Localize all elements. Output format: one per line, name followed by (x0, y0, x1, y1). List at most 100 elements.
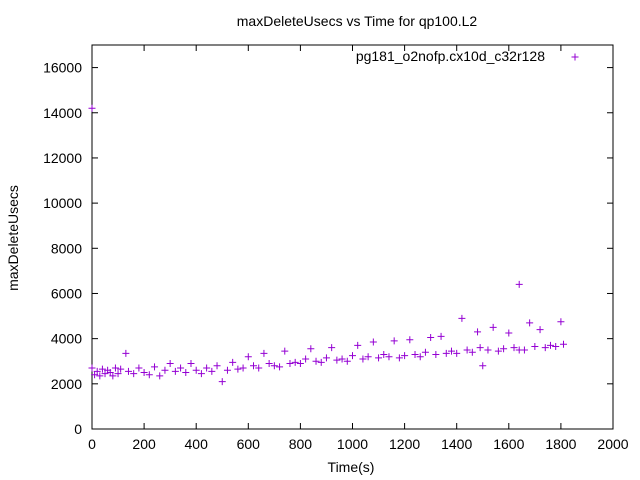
data-point (557, 318, 565, 326)
data-point (552, 343, 560, 351)
data-point (453, 349, 461, 357)
data-point (359, 355, 367, 363)
data-point (111, 364, 119, 372)
data-point (474, 328, 482, 336)
legend-marker (571, 53, 579, 61)
data-point (234, 365, 242, 373)
data-point (109, 372, 117, 380)
data-point (291, 358, 299, 366)
data-point (93, 367, 101, 375)
data-point (531, 343, 539, 351)
data-point (546, 341, 554, 349)
data-point (505, 329, 513, 337)
data-point (197, 370, 205, 378)
x-tick-label: 400 (185, 436, 209, 452)
data-point (151, 363, 159, 371)
y-tick-label: 6000 (51, 285, 82, 301)
data-point (437, 332, 445, 340)
data-point (328, 344, 336, 352)
data-point (229, 358, 237, 366)
data-point (494, 347, 502, 355)
x-axis-label: Time(s) (328, 459, 375, 475)
y-tick-label: 12000 (43, 150, 82, 166)
data-point (354, 341, 362, 349)
data-point (88, 104, 96, 112)
data-point (281, 347, 289, 355)
data-point (364, 353, 372, 361)
data-point (375, 354, 383, 362)
data-point (484, 346, 492, 354)
data-point (406, 336, 414, 344)
data-point (255, 364, 263, 372)
data-point (401, 352, 409, 360)
data-point (380, 350, 388, 358)
data-point (432, 350, 440, 358)
data-point (244, 353, 252, 361)
y-tick-label: 0 (74, 421, 82, 437)
legend-marker-symbol (571, 53, 579, 61)
data-point (510, 344, 518, 352)
data-point (218, 378, 226, 386)
data-point (114, 370, 122, 378)
data-point (312, 357, 320, 365)
data-point (145, 371, 153, 379)
data-point (250, 362, 258, 370)
data-point (489, 323, 497, 331)
y-axis-label: maxDeleteUsecs (5, 185, 21, 291)
data-point (203, 364, 211, 372)
legend-label: pg181_o2nofp.cx10d_c32r128 (356, 48, 545, 64)
data-point (135, 364, 143, 372)
data-point (442, 349, 450, 357)
x-tick-label: 1600 (493, 436, 524, 452)
y-tick-label: 10000 (43, 195, 82, 211)
x-tick-label: 1000 (337, 436, 368, 452)
data-point (390, 337, 398, 345)
y-tick-label: 4000 (51, 331, 82, 347)
data-point (124, 367, 132, 375)
data-point (560, 340, 568, 348)
data-point (317, 358, 325, 366)
x-tick-label: 200 (132, 436, 156, 452)
data-point (276, 363, 284, 371)
data-point (515, 280, 523, 288)
data-point (476, 344, 484, 352)
data-point (468, 348, 476, 356)
y-tick-label: 16000 (43, 60, 82, 76)
x-tick-label: 1200 (389, 436, 420, 452)
data-point (322, 354, 330, 362)
plot-area-frame (91, 44, 614, 430)
x-tick-label: 0 (88, 436, 96, 452)
x-tick-label: 1400 (441, 436, 472, 452)
data-point (166, 359, 174, 367)
legend: pg181_o2nofp.cx10d_c32r128 (356, 48, 579, 64)
x-tick-label: 2000 (597, 436, 628, 452)
data-point (213, 362, 221, 370)
x-tick-label: 800 (289, 436, 313, 452)
data-point (122, 349, 130, 357)
data-point (369, 338, 377, 346)
data-point (286, 359, 294, 367)
data-point (265, 359, 273, 367)
y-tick-label: 14000 (43, 105, 82, 121)
data-point (541, 344, 549, 352)
data-point (192, 366, 200, 374)
series-points (88, 104, 568, 386)
data-point (500, 345, 508, 353)
data-point (140, 369, 148, 377)
data-point (479, 362, 487, 370)
data-point (463, 346, 471, 354)
data-point (187, 359, 195, 367)
data-point (130, 370, 138, 378)
data-point (385, 353, 393, 361)
data-point (260, 349, 268, 357)
x-tick-label: 1800 (545, 436, 576, 452)
data-point (307, 345, 315, 353)
data-point (536, 326, 544, 334)
data-point (333, 356, 341, 364)
data-point (411, 350, 419, 358)
data-point (239, 364, 247, 372)
y-tick-label: 8000 (51, 240, 82, 256)
data-point (96, 372, 104, 380)
data-point (223, 366, 231, 374)
